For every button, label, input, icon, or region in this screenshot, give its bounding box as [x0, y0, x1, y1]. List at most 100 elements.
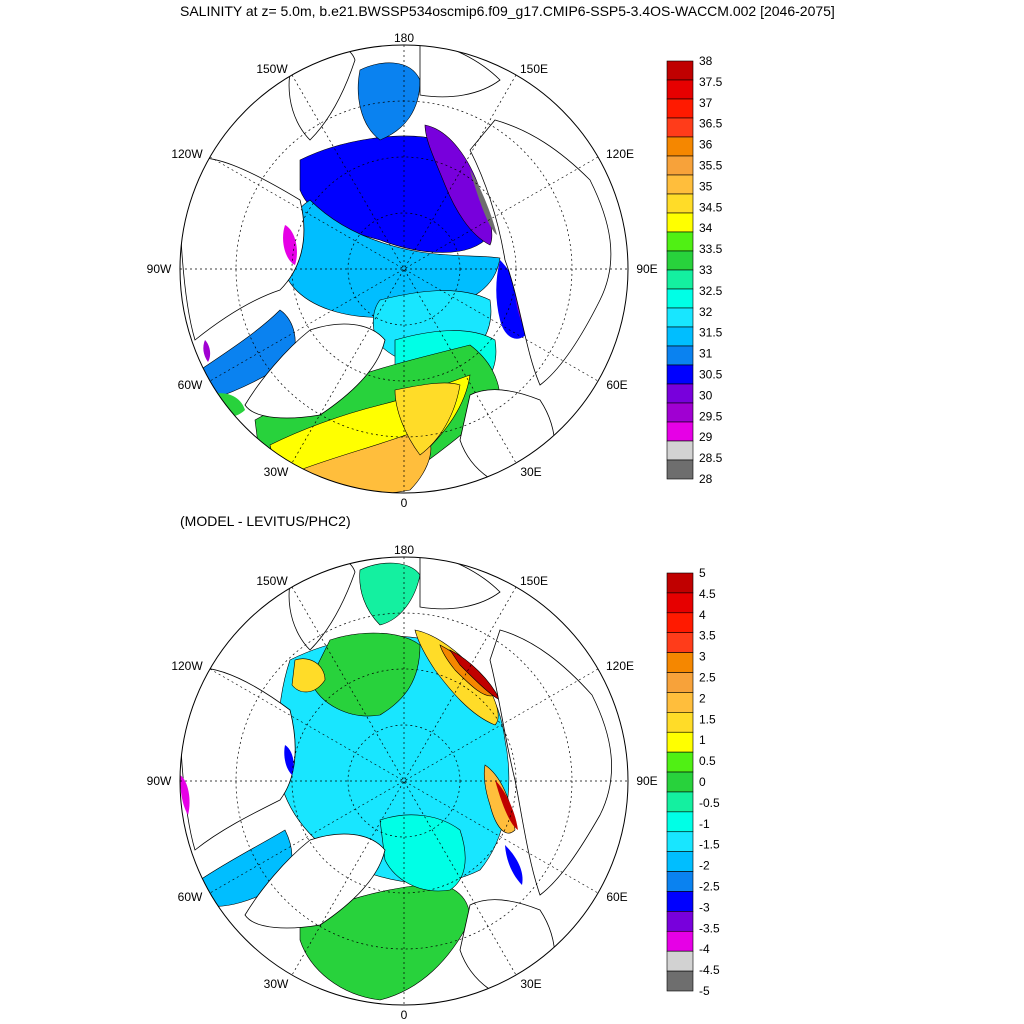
panel1-colorbar-label: 31.5 [699, 326, 723, 340]
panel1-colorbar-box [666, 117, 694, 138]
panel1-colorbar-label: 29.5 [699, 409, 723, 423]
panel2-colorbar-box [666, 672, 694, 693]
panel2-colorbar-box [666, 652, 694, 673]
panel2-graticule [180, 557, 628, 1005]
panel2-colorbar-label: -3.5 [699, 921, 720, 935]
panel2-colorbar-box [666, 831, 694, 852]
panel1-colorbar-box [666, 231, 694, 252]
panel1-colorbar-label: 30.5 [699, 368, 723, 382]
panel2-lon-label: 180 [394, 543, 414, 557]
panel1-title: SALINITY at z= 5.0m, b.e21.BWSSP534oscmi… [180, 3, 835, 19]
panel2-colorbar: 5 4.5 4 3.5 3 2.5 2 1.5 1 0.5 0 -0.5 -1 -1.5 -2 -2.5 -3 -… [666, 566, 720, 998]
panel1-contour-35 [299, 429, 432, 493]
panel1-colorbar-box [666, 345, 694, 366]
panel1-colorbar-label: 37 [699, 96, 713, 110]
panel2-colorbar-label: -1 [699, 817, 710, 831]
panel2-colorbar-box [666, 891, 694, 912]
panel1-coastal-low [470, 170, 497, 235]
panel2-title: (MODEL - LEVITUS/PHC2) [180, 513, 351, 529]
panel1-colorbar-label: 32 [699, 305, 713, 319]
panel1-colorbar-label: 33 [699, 263, 713, 277]
panel1-graticule [180, 45, 628, 493]
panel1-lon-labels: 180 150E 120E 90E 60E 30E 0 30W 60W 90W … [147, 31, 658, 510]
panel1-colorbar-box [666, 440, 694, 461]
panel2-map-border [179, 556, 629, 1006]
panel1-colorbar-box [666, 193, 694, 214]
panel2-colorbar-box [666, 930, 694, 952]
panel1-colorbar-label: 28 [699, 472, 713, 486]
panel1-colorbar-label: 30 [699, 388, 713, 402]
panel2-colorbar-label: -4 [699, 942, 710, 956]
panel2-colorbar-box [666, 572, 694, 594]
panel2-bering [359, 562, 421, 626]
panel2-lon-labels: 180 150E 120E 90E 60E 30E 0 30W 60W 90W … [147, 543, 658, 1022]
panel2-land-greenland [244, 833, 386, 929]
panel2-lon-label: 60W [178, 890, 203, 904]
panel1-colorbar-label: 32.5 [699, 284, 723, 298]
panel1-lon-label: 30E [520, 465, 541, 479]
panel2-colorbar-label: -0.5 [699, 796, 720, 810]
panel1-lon-label: 0 [401, 496, 408, 510]
panel2-kara-max [495, 780, 518, 830]
panel1-lon-label: 180 [394, 31, 414, 45]
panel1-lon-label: 90W [147, 262, 172, 276]
panel1-archipelago-fresh [283, 225, 297, 265]
panel1-land-canada [180, 157, 305, 341]
panel1-colorbar-box [666, 98, 694, 119]
panel2-colorbar-label: 3.5 [699, 629, 716, 643]
panel1-lon-label: 120W [171, 147, 203, 161]
panel2-west-negative [180, 775, 190, 815]
panel2-lon-label: 30W [264, 977, 289, 991]
panel1-colorbar-label: 33.5 [699, 242, 723, 256]
panel1-land-greenland [244, 323, 386, 419]
panel1-colorbar-box [666, 364, 694, 385]
panel1-lon-label: 60E [606, 378, 627, 392]
panel2-colorbar-box [666, 871, 694, 892]
panel1-colorbar-label: 31 [699, 347, 713, 361]
panel2-colorbar-label: 5 [699, 566, 706, 580]
panel2-colorbar-label: -2.5 [699, 880, 720, 894]
panel1-colorbar-box [666, 307, 694, 328]
panel1-colorbar: 38 37.5 37 36.5 36 35.5 35 34.5 34 33.5 33 32.5 32 31… [666, 54, 723, 486]
panel2-colorbar-label: 4.5 [699, 587, 716, 601]
panel2-colorbar-label: 0.5 [699, 754, 716, 768]
panel2-colorbar-label: 2.5 [699, 671, 716, 685]
panel1-colorbar-label: 36 [699, 138, 713, 152]
panel1-colorbar-box [666, 326, 694, 347]
panel2-colorbar-label: -1.5 [699, 838, 720, 852]
panel1-colorbar-label: 35 [699, 179, 713, 193]
panel2-beaufort-positive [291, 658, 326, 693]
panel2-lon-label: 120W [171, 659, 203, 673]
panel1-land-siberia [469, 119, 612, 386]
panel1-colorbar-box [666, 212, 694, 233]
panel2-colorbar-box [666, 731, 694, 753]
panel2-lon-label: 30E [520, 977, 541, 991]
panel2-colorbar-box [666, 851, 694, 872]
panel1-siberian-shelf [424, 124, 493, 246]
panel2-lon-label: 150E [520, 574, 548, 588]
panel2-colorbar-label: 2 [699, 691, 706, 705]
panel2-contour-neg0-5 [379, 814, 466, 892]
panel2-lon-label: 90E [636, 774, 657, 788]
panel2-archipelago-negative [284, 745, 294, 775]
panel2-contour-0 [309, 632, 421, 717]
panel2-colorbar-box [666, 592, 694, 614]
panel2-colorbar-label: 1.5 [699, 712, 716, 726]
panel1-map-border [179, 44, 629, 494]
panel1-colorbar-label: 28.5 [699, 451, 723, 465]
panel2-colorbar-label: 1 [699, 733, 706, 747]
panel2-lon-label: 90W [147, 774, 172, 788]
panel2-kara-positive [483, 764, 516, 834]
panel1-colorbar-box [666, 288, 694, 309]
panel1-colorbar-box [666, 269, 694, 290]
panel2-colorbar-box [666, 950, 694, 972]
panel2-colorbar-box [666, 771, 694, 793]
panel1-colorbar-box [666, 421, 694, 442]
panel2-colorbar-box [666, 692, 694, 713]
panel1-colorbar-label: 35.5 [699, 159, 723, 173]
panel1-colorbar-label: 37.5 [699, 75, 723, 89]
panel2-colorbar-label: -4.5 [699, 963, 720, 977]
panel2-colorbar-label: -2 [699, 859, 710, 873]
panel1-colorbar-label: 34 [699, 221, 713, 235]
panel2-colorbar-box [666, 632, 694, 653]
